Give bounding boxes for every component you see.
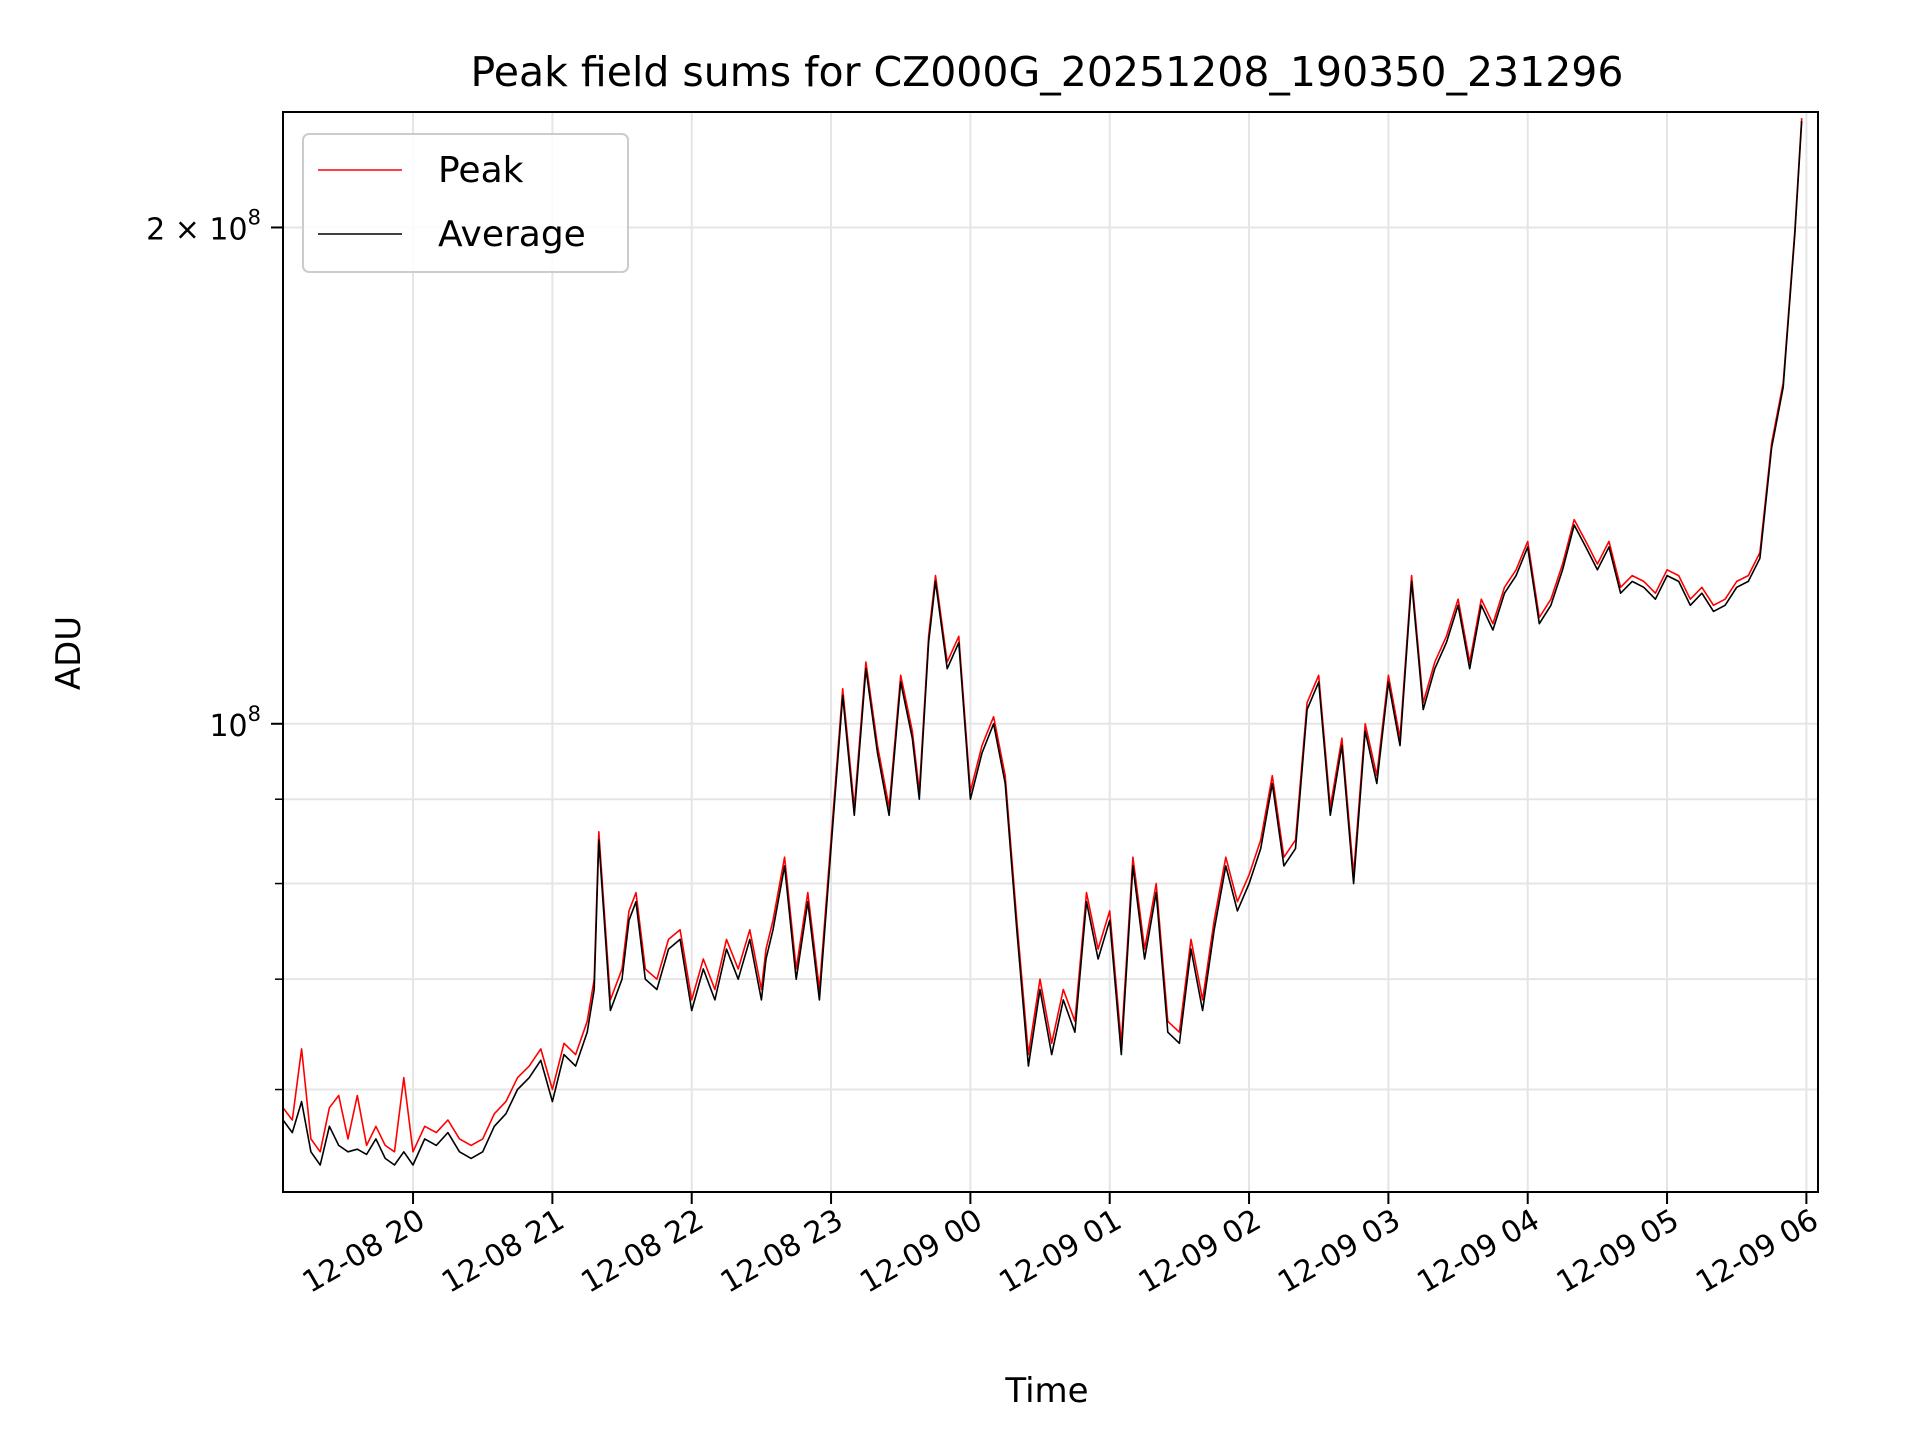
plot-frame	[282, 111, 1819, 1193]
legend-label-peak: Peak	[438, 150, 524, 191]
grid	[283, 112, 1818, 1192]
x-axis-label: Time	[1004, 1371, 1088, 1411]
legend-label-average: Average	[438, 214, 586, 255]
legend-box	[302, 133, 629, 273]
series-line-peak	[282, 118, 1803, 1153]
chart-title: Peak field sums for CZ000G_20251208_1903…	[471, 48, 1624, 96]
y-axis-label: ADU	[49, 616, 89, 690]
legend: Peak Average	[302, 133, 629, 273]
series-layer	[282, 118, 1803, 1166]
y-tick-label: 2 × 108	[146, 205, 261, 247]
series-line-average	[282, 121, 1803, 1166]
